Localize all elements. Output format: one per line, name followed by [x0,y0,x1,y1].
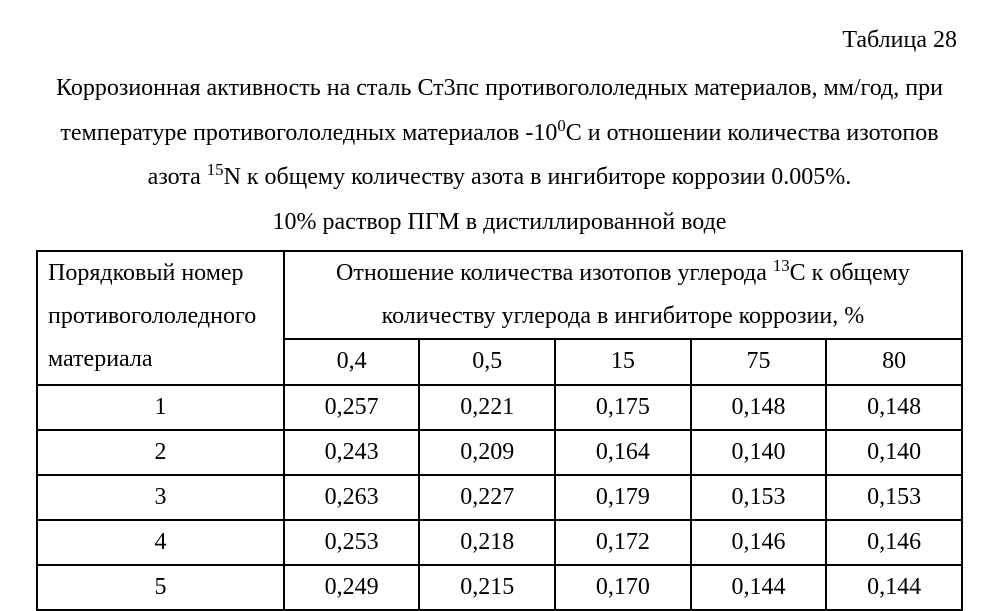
cell: 0,215 [419,565,555,610]
table-header-row-1: Порядковый номер противогололедного мате… [37,251,962,339]
table-row: 3 0,263 0,227 0,179 0,153 0,153 [37,475,962,520]
cell: 0,170 [555,565,691,610]
cell: 0,144 [826,565,962,610]
caption-line-3b: N к общему количеству азота в ингибиторе… [224,164,852,190]
table-caption: Коррозионная активность на сталь Ст3пс п… [36,66,963,244]
cell: 0,146 [826,520,962,565]
col-header: 0,4 [284,339,420,384]
cell: 0,209 [419,430,555,475]
caption-line-1: Коррозионная активность на сталь Ст3пс п… [56,75,943,101]
row-number: 4 [37,520,284,565]
row-number: 3 [37,475,284,520]
cell: 0,243 [284,430,420,475]
cell: 0,249 [284,565,420,610]
isotope-n15-superscript: 15 [207,160,224,179]
isotope-c13-superscript: 13 [773,256,790,275]
cell: 0,263 [284,475,420,520]
group-l1b: С к общему [790,260,910,286]
cell: 0,146 [691,520,827,565]
row-number: 2 [37,430,284,475]
row-number: 1 [37,385,284,430]
rowhead-l2: противогололедного [48,303,256,329]
cell: 0,148 [691,385,827,430]
rowhead-l3: материала [48,346,153,372]
group-l2: количеству углерода в ингибиторе коррози… [382,303,865,329]
table-row: 1 0,257 0,221 0,175 0,148 0,148 [37,385,962,430]
cell: 0,153 [826,475,962,520]
degree-superscript: 0 [557,116,565,135]
col-header: 0,5 [419,339,555,384]
column-group-header: Отношение количества изотопов углерода 1… [284,251,962,339]
data-table: Порядковый номер противогололедного мате… [36,250,963,611]
cell: 0,227 [419,475,555,520]
cell: 0,175 [555,385,691,430]
caption-line-4: 10% раствор ПГМ в дистиллированной воде [273,209,727,235]
cell: 0,253 [284,520,420,565]
cell: 0,148 [826,385,962,430]
cell: 0,172 [555,520,691,565]
rowhead-l1: Порядковый номер [48,260,244,286]
cell: 0,164 [555,430,691,475]
table-row: 2 0,243 0,209 0,164 0,140 0,140 [37,430,962,475]
cell: 0,257 [284,385,420,430]
group-l1a: Отношение количества изотопов углерода [336,260,773,286]
table-row: 4 0,253 0,218 0,172 0,146 0,146 [37,520,962,565]
cell: 0,218 [419,520,555,565]
cell: 0,179 [555,475,691,520]
row-header-cell: Порядковый номер противогололедного мате… [37,251,284,385]
cell: 0,221 [419,385,555,430]
caption-line-2a: температуре противогололедных материалов… [60,120,557,146]
table-number-label: Таблица 28 [36,18,957,62]
cell: 0,140 [826,430,962,475]
row-number: 5 [37,565,284,610]
caption-line-2b: С и отношении количества изотопов [566,120,939,146]
caption-line-3a: азота [148,164,207,190]
cell: 0,144 [691,565,827,610]
cell: 0,140 [691,430,827,475]
cell: 0,153 [691,475,827,520]
col-header: 75 [691,339,827,384]
col-header: 15 [555,339,691,384]
col-header: 80 [826,339,962,384]
table-row: 5 0,249 0,215 0,170 0,144 0,144 [37,565,962,610]
